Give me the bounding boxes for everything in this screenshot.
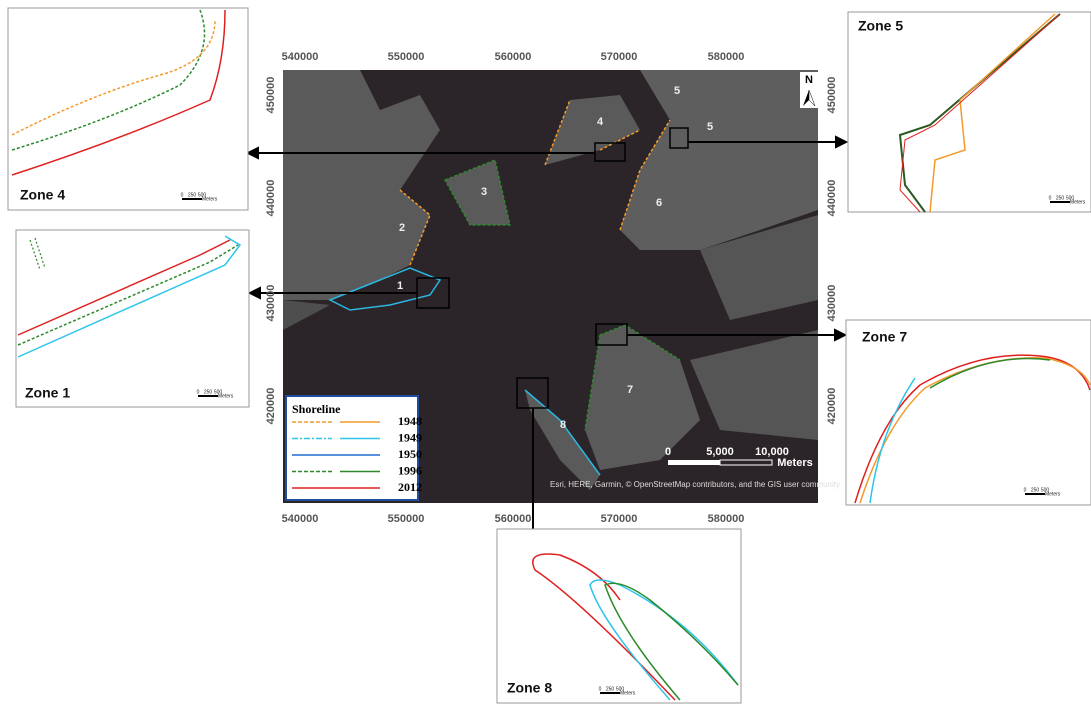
inset-zone-1 (15, 229, 250, 408)
zone-number: 6 (656, 197, 662, 209)
inset-scale-label: 500 (1066, 195, 1075, 201)
inset-scale-label: 250 (188, 192, 197, 198)
scale-unit: Meters (777, 457, 812, 469)
inset-scale-bar (1050, 201, 1070, 203)
zone-number: 2 (399, 222, 405, 234)
inset-scale-label: 0 (1024, 487, 1027, 493)
inset-title: Zone 1 (25, 385, 70, 401)
inset-title: Zone 4 (20, 187, 65, 203)
zone-number: 8 (560, 419, 566, 431)
inset-scale-label: 500 (198, 192, 207, 198)
attribution: Esri, HERE, Garmin, © OpenStreetMap cont… (550, 480, 840, 489)
x-coord-label: 570000 (601, 51, 638, 63)
scale-label: 5,000 (706, 446, 734, 458)
inset-title: Zone 8 (507, 680, 552, 696)
scale-bar (668, 459, 773, 466)
inset-scale-label: 0 (599, 686, 602, 692)
scale-label: 10,000 (755, 446, 789, 458)
inset-scale-bar (1025, 493, 1045, 495)
inset-scale-label: 0 (197, 389, 200, 395)
y-coord-label: 450000 (265, 77, 277, 114)
scale-label: 0 (665, 446, 671, 458)
legend: Shoreline (285, 395, 419, 501)
inset-title: Zone 7 (862, 329, 907, 345)
x-coord-label: 550000 (388, 51, 425, 63)
zone-number: 4 (597, 116, 604, 128)
inset-scale-unit: Meters (620, 690, 636, 696)
inset-scale-unit: Meters (1045, 491, 1061, 497)
inset-scale-unit: Meters (1070, 199, 1086, 205)
inset-scale-unit: Meters (202, 196, 218, 202)
inset-title: Zone 5 (858, 18, 903, 34)
inset-scale-label: 250 (1031, 487, 1040, 493)
y-coord-label: 420000 (265, 388, 277, 425)
inset-zone-4 (7, 7, 249, 211)
y-coord-label: 420000 (826, 388, 838, 425)
x-coord-label: 540000 (282, 513, 319, 525)
inset-scale-bar (182, 198, 202, 200)
inset-scale-bar (198, 395, 218, 397)
x-coord-label: 550000 (388, 513, 425, 525)
legend-label: 1950 (398, 447, 422, 461)
inset-zone-5 (847, 11, 1091, 213)
inset-zone-8 (496, 528, 742, 704)
y-coord-label: 440000 (826, 180, 838, 217)
inset-zone-7 (845, 319, 1091, 506)
y-coord-label: 430000 (265, 285, 277, 322)
legend-label: 1996 (398, 463, 422, 477)
x-coord-label: 540000 (282, 51, 319, 63)
x-coord-label: 580000 (708, 51, 745, 63)
zone-number: 1 (397, 280, 403, 292)
zone-number: 5 (707, 121, 713, 133)
inset-scale-label: 500 (616, 686, 625, 692)
zone-number: 5 (674, 85, 680, 97)
arrows (245, 135, 849, 563)
zone-number: 3 (481, 186, 487, 198)
inset-scale-label: 250 (606, 686, 615, 692)
y-coord-label: 430000 (826, 285, 838, 322)
y-coord-label: 450000 (826, 77, 838, 114)
legend-label: 1949 (398, 430, 422, 444)
inset-scale-label: 0 (1049, 195, 1052, 201)
x-coord-label: 580000 (708, 513, 745, 525)
y-coord-label: 440000 (265, 180, 277, 217)
legend-label: 2012 (398, 480, 422, 494)
x-coord-label: 560000 (495, 513, 532, 525)
inset-scale-label: 0 (181, 192, 184, 198)
x-coord-label: 560000 (495, 51, 532, 63)
legend-title: Shoreline (292, 402, 341, 416)
x-coord-label: 570000 (601, 513, 638, 525)
inset-scale-label: 250 (1056, 195, 1065, 201)
north-label: N (805, 74, 813, 86)
inset-scale-unit: Meters (218, 393, 234, 399)
legend-label: 1948 (398, 414, 422, 428)
inset-scale-bar (600, 692, 620, 694)
zone-number: 7 (627, 384, 633, 396)
inset-scale-label: 500 (214, 389, 223, 395)
inset-scale-label: 500 (1041, 487, 1050, 493)
inset-scale-label: 250 (204, 389, 213, 395)
